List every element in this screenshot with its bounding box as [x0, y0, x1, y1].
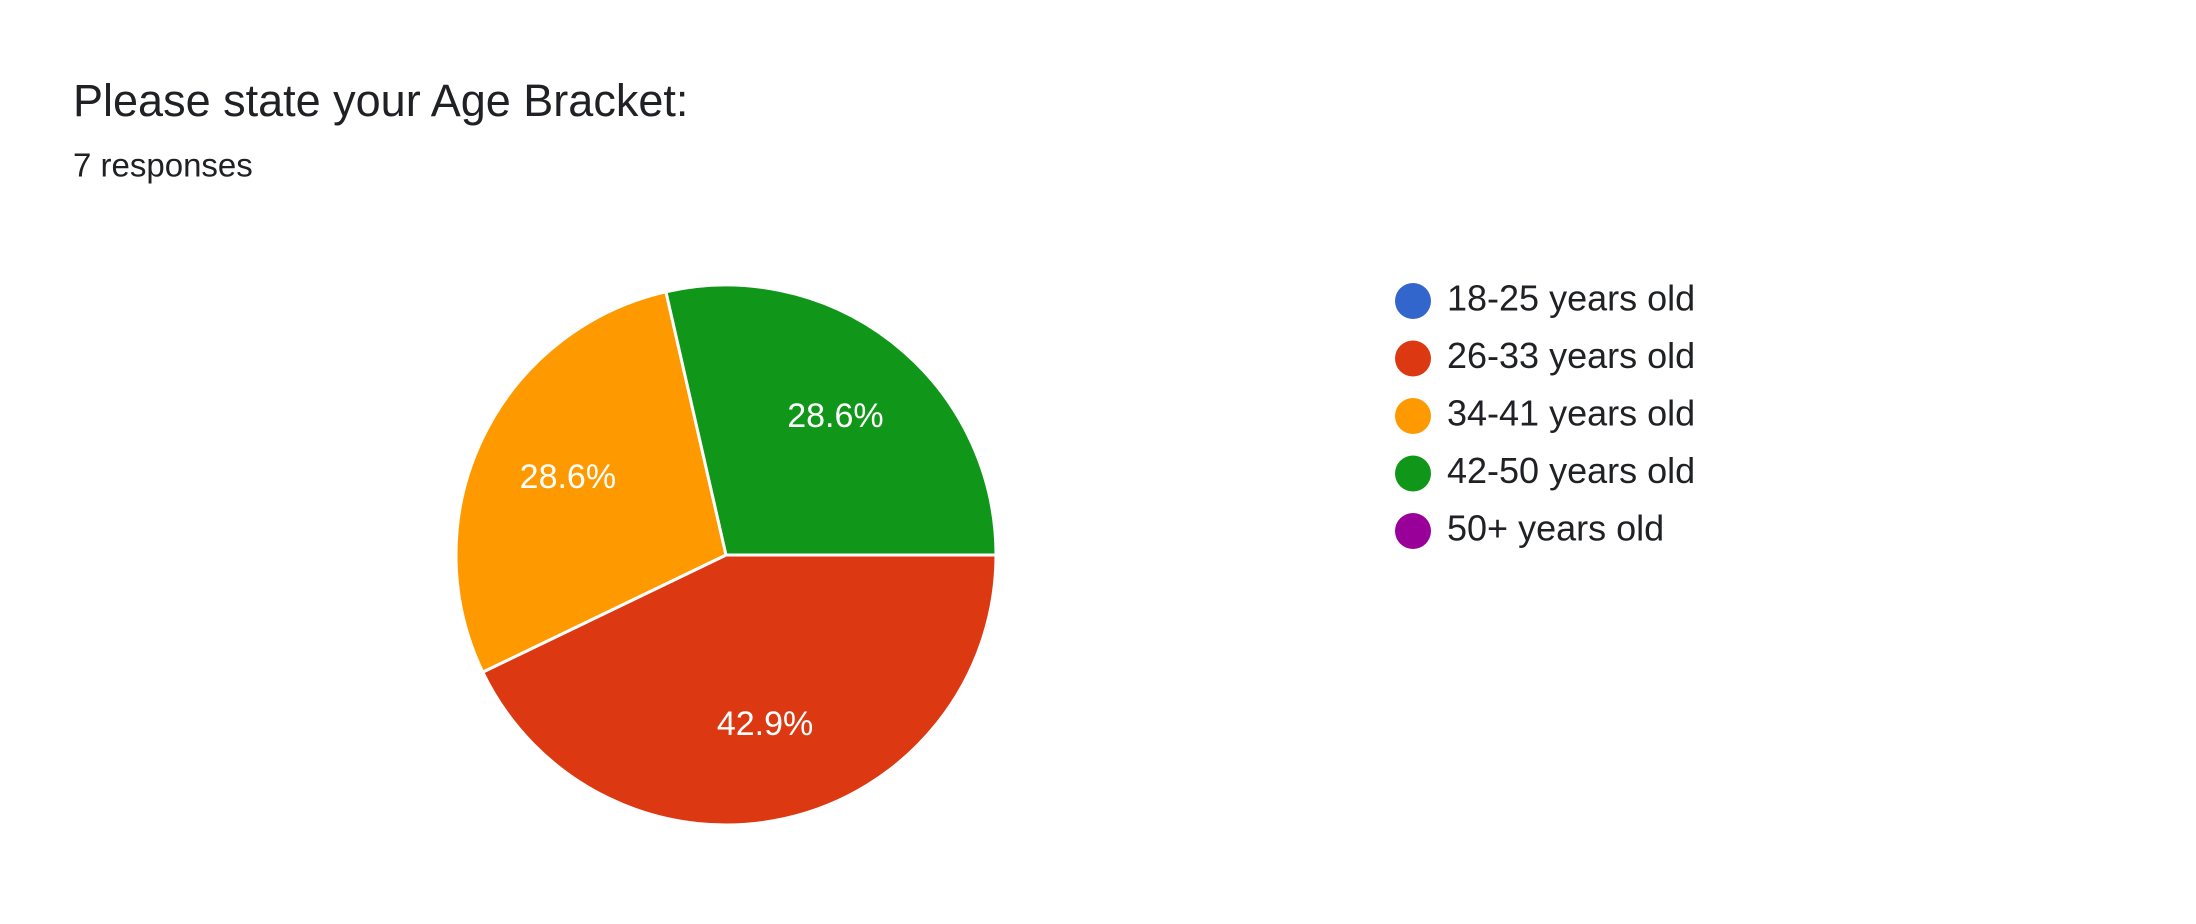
legend-swatch: [1395, 513, 1431, 549]
legend-label: 34-41 years old: [1447, 393, 1695, 434]
pie-slice: [454, 289, 728, 675]
chart-subtitle: 7 responses: [73, 147, 253, 184]
pie-slice: [664, 283, 998, 557]
legend-label: 26-33 years old: [1447, 335, 1695, 376]
legend-swatch: [1395, 455, 1431, 492]
legend-label: 42-50 years old: [1447, 450, 1695, 491]
legend-label: 50+ years old: [1447, 508, 1664, 549]
chart-title: Please state your Age Bracket:: [73, 75, 688, 126]
legend-swatch: [1395, 398, 1431, 434]
slice-label: 28.6%: [520, 458, 616, 496]
legend-swatch: [1395, 283, 1431, 319]
legend-label: 18-25 years old: [1447, 278, 1695, 319]
slice-label: 28.6%: [787, 397, 883, 435]
slice-label: 42.9%: [717, 705, 813, 743]
legend-swatch: [1395, 340, 1431, 377]
pie-slice: [480, 553, 998, 827]
